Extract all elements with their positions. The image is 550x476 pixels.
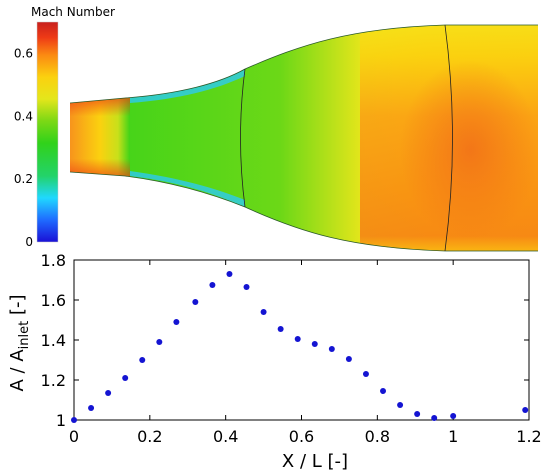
- x-tick-label: 1.2: [516, 427, 541, 446]
- data-point: [156, 339, 163, 345]
- data-point: [380, 388, 387, 394]
- data-point: [122, 375, 129, 381]
- y-tick-label: 1.6: [41, 291, 66, 310]
- colorbar-scale: [36, 21, 59, 243]
- y-tick-label: 1.4: [41, 331, 66, 350]
- colorbar-tick-label: 0.4: [14, 109, 33, 123]
- y-tick-label: 1: [56, 411, 66, 430]
- data-point: [88, 405, 95, 411]
- colorbar-tick-label: 0.2: [14, 172, 33, 186]
- data-points: [71, 271, 529, 423]
- data-point: [226, 271, 233, 277]
- data-point: [260, 309, 267, 315]
- data-point: [431, 415, 438, 421]
- data-point: [522, 407, 529, 413]
- scatter-plot: 0 0.2 0.4 0.6 0.8 1 1.2 1 1.2 1.4 1.6 1.8: [41, 251, 542, 446]
- y-axis-title-main: A / A: [7, 349, 28, 392]
- axis-ticks: 0 0.2 0.4 0.6 0.8 1 1.2 1 1.2 1.4 1.6 1.8: [41, 251, 542, 446]
- y-axis-title: A / Ainlet [-]: [7, 295, 32, 392]
- data-point: [173, 319, 180, 325]
- section-line-1: [240, 68, 246, 208]
- data-point: [450, 413, 457, 419]
- colorbar: 0 0.2 0.4 0.6: [14, 21, 59, 249]
- y-tick-label: 1.2: [41, 371, 66, 390]
- data-point: [294, 336, 301, 342]
- data-point: [345, 356, 352, 362]
- x-tick-label: 0: [69, 427, 79, 446]
- x-tick-label: 0.8: [365, 427, 390, 446]
- y-axis-title-suffix: [-]: [7, 295, 28, 321]
- data-point: [328, 346, 335, 352]
- data-point: [362, 371, 369, 377]
- colorbar-tick-label: 0: [25, 235, 33, 249]
- y-axis-title-sub: inlet: [17, 321, 32, 350]
- x-tick-label: 0.2: [137, 427, 162, 446]
- plot-area: [73, 259, 530, 421]
- colorbar-ticks: 0 0.2 0.4 0.6: [14, 46, 33, 249]
- duct-contour: [70, 25, 538, 251]
- x-tick-label: 0.4: [213, 427, 238, 446]
- data-point: [311, 341, 318, 347]
- data-point: [139, 357, 146, 363]
- colorbar-tick-label: 0.6: [14, 46, 33, 60]
- x-axis-title: X / L [-]: [282, 451, 348, 472]
- y-tick-label: 1.8: [41, 251, 66, 270]
- x-tick-label: 0.6: [289, 427, 314, 446]
- x-tick-label: 1: [448, 427, 458, 446]
- data-point: [277, 326, 284, 332]
- duct-outline: [69, 24, 538, 252]
- data-point: [71, 417, 77, 423]
- data-point: [243, 284, 250, 290]
- data-point: [105, 390, 112, 396]
- section-line-2: [444, 24, 453, 252]
- data-point: [397, 402, 404, 408]
- colorbar-title: Mach Number: [31, 5, 115, 19]
- data-point: [414, 411, 421, 417]
- data-point: [192, 299, 199, 305]
- data-point: [209, 282, 216, 288]
